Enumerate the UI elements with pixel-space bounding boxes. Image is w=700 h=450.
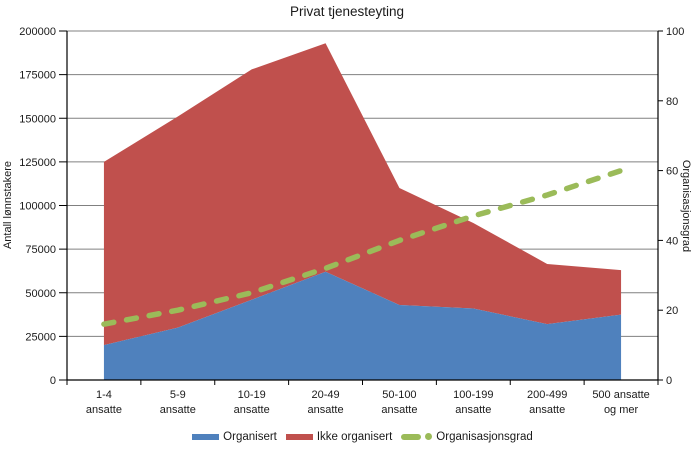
organisert-area bbox=[103, 271, 622, 380]
legend-label-ikke-organisert: Ikke organisert bbox=[316, 431, 393, 443]
x-axis-tick-label: ansatte bbox=[381, 404, 417, 416]
organisasjonsgrad-line bbox=[101, 167, 624, 327]
y-axis-tick-label: 100000 bbox=[19, 201, 56, 213]
legend-label-organisasjonsgrad: Organisasjonsgrad bbox=[436, 431, 533, 443]
x-axis-tick-label: 20-49 bbox=[311, 389, 339, 401]
x-axis-tick-label: 200-499 bbox=[527, 389, 567, 401]
y2-axis-tick-label: 100 bbox=[666, 26, 684, 38]
x-axis-tick-label: 500 ansatte bbox=[592, 389, 650, 401]
x-axis-tick-label: ansatte bbox=[234, 404, 270, 416]
dash-icon bbox=[401, 434, 422, 440]
y2-axis-tick-label: 80 bbox=[666, 96, 678, 108]
legend-label-organisert: Organisert bbox=[223, 431, 277, 443]
x-axis-tick-label: 5-9 bbox=[170, 389, 186, 401]
ikke-organisert-area bbox=[103, 43, 622, 346]
y2-axis-tick-label: 40 bbox=[666, 235, 678, 247]
y-axis-tick-label: 0 bbox=[50, 375, 56, 387]
y-axis-tick-label: 175000 bbox=[19, 70, 56, 82]
x-axis-tick-label: ansatte bbox=[308, 404, 344, 416]
chart-title: Privat tjenesteyting bbox=[289, 4, 405, 19]
legend: Organisert Ikke organisert Organisasjons… bbox=[67, 431, 658, 443]
dot-icon bbox=[425, 433, 433, 440]
y-axis-tick-label: 150000 bbox=[19, 113, 56, 125]
y-axis-tick-label: 25000 bbox=[25, 331, 56, 343]
x-axis-tick-label: ansatte bbox=[455, 404, 491, 416]
x-axis-tick-label: og mer bbox=[604, 404, 639, 416]
legend-item-ikke-organisert: Ikke organisert bbox=[285, 431, 393, 443]
legend-item-organisert: Organisert bbox=[192, 431, 277, 443]
legend-item-organisasjonsgrad: Organisasjonsgrad bbox=[401, 431, 533, 443]
organisasjonsgrad-dash-dot-swatch-icon bbox=[401, 431, 433, 443]
x-axis-tick-label: ansatte bbox=[86, 404, 122, 416]
y-axis-tick-label: 75000 bbox=[25, 244, 56, 256]
right-axis-title: Organisasjonsgrad bbox=[680, 159, 692, 253]
x-axis-tick-label: 50-100 bbox=[382, 389, 416, 401]
x-axis-tick-label: 10-19 bbox=[238, 389, 266, 401]
x-axis-tick-label: 100-199 bbox=[453, 389, 493, 401]
y-axis-tick-label: 200000 bbox=[19, 26, 56, 38]
y2-axis-tick-label: 0 bbox=[666, 375, 672, 387]
ikke-organisert-area-swatch-icon bbox=[285, 434, 313, 440]
y2-axis-tick-label: 60 bbox=[666, 166, 678, 178]
y-axis-tick-label: 50000 bbox=[25, 288, 56, 300]
x-axis-tick-label: ansatte bbox=[160, 404, 196, 416]
y2-axis-tick-label: 20 bbox=[666, 305, 678, 317]
organisert-area-swatch-icon bbox=[192, 434, 220, 440]
x-axis-tick-label: 1-4 bbox=[96, 389, 112, 401]
y-axis-tick-label: 125000 bbox=[19, 157, 56, 169]
left-axis-title: Antall lønnstakere bbox=[2, 160, 14, 250]
x-axis-tick-label: ansatte bbox=[529, 404, 565, 416]
